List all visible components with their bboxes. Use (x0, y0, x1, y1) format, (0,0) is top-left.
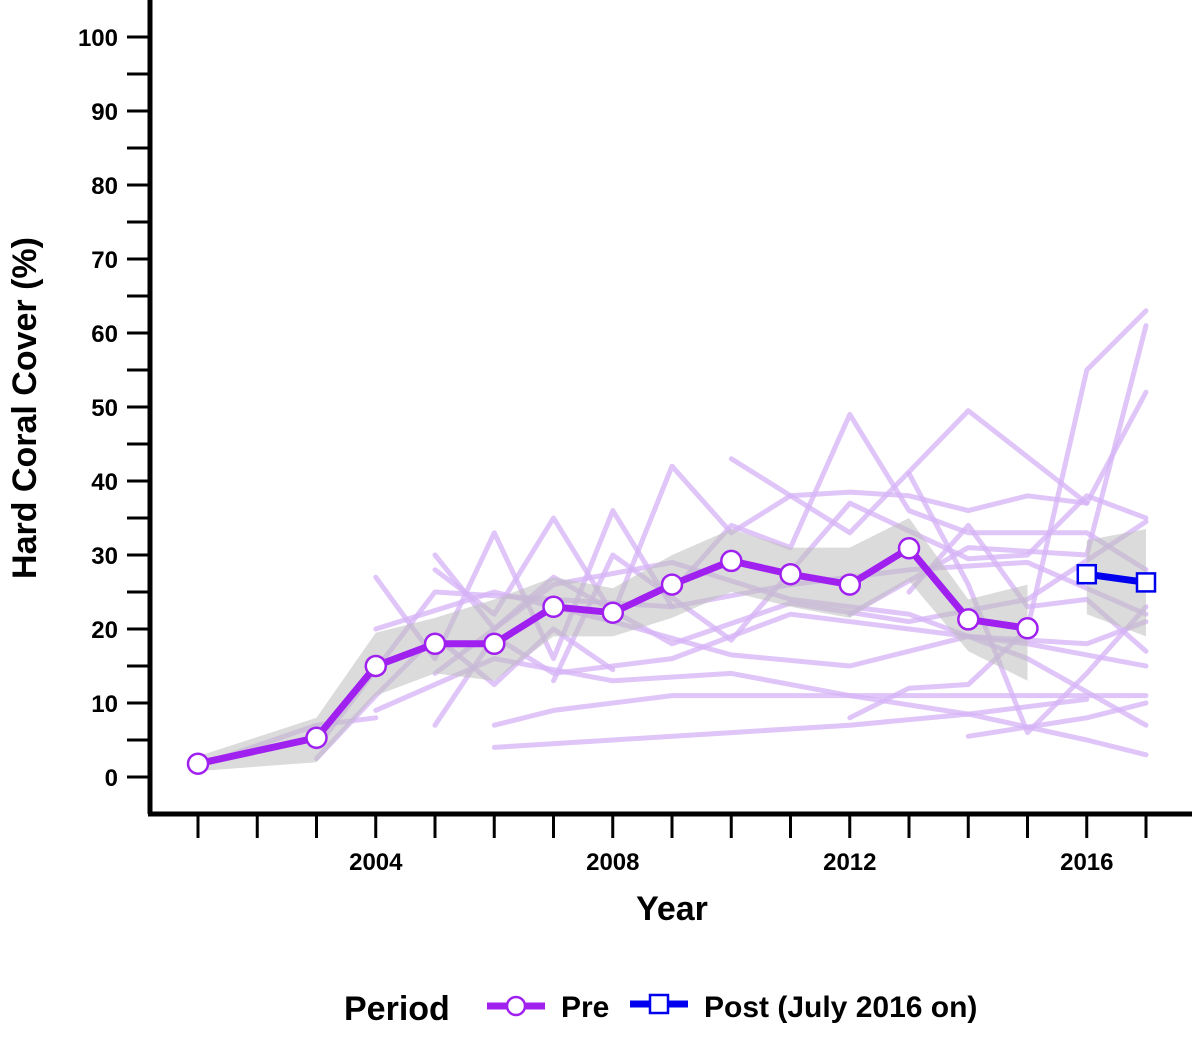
y-tick-label: 40 (91, 469, 118, 496)
x-tick-label: 2012 (823, 849, 876, 876)
y-tick-label: 20 (91, 617, 118, 644)
x-tick-label: 2016 (1060, 849, 1113, 876)
y-tick-label: 70 (91, 247, 118, 274)
y-tick-label: 100 (78, 25, 118, 52)
x-tick-label: 2008 (586, 849, 639, 876)
x-tick-label: 2004 (349, 849, 403, 876)
data-point-pre (1016, 617, 1039, 640)
legend-pre-label: Pre (561, 991, 609, 1024)
legend: Period Pre Post (July 2016 on) (344, 990, 977, 1028)
site-line (314, 559, 1149, 750)
y-ticks: 0 10 20 30 40 50 60 70 80 90 100 (78, 25, 150, 792)
legend-post-label: Post (July 2016 on) (704, 991, 977, 1024)
x-ticks: 2004 2008 2012 2016 (196, 814, 1148, 876)
data-point-pre (897, 537, 921, 560)
site-line (491, 711, 1149, 758)
post-ribbon (1086, 529, 1146, 637)
y-tick-label: 90 (91, 99, 118, 126)
data-point-pre (957, 608, 980, 631)
site-line (669, 411, 1149, 595)
data-point-pre (838, 573, 862, 596)
site-line (432, 463, 1090, 617)
data-point-post (1135, 572, 1157, 593)
site-line (491, 693, 1149, 728)
y-tick-label: 80 (91, 173, 118, 200)
data-point-pre (779, 562, 802, 586)
y-tick-label: 10 (91, 691, 118, 718)
y-axis-title: Hard Coral Cover (%) (6, 237, 44, 579)
y-tick-label: 0 (105, 765, 118, 792)
data-point-post (1076, 563, 1098, 585)
y-tick-label: 50 (91, 395, 118, 422)
axes-layer (147, 0, 1192, 817)
x-axis-title: Year (636, 890, 708, 928)
data-point-pre (601, 601, 625, 624)
data-point-pre (305, 726, 328, 750)
data-point-pre (423, 632, 447, 656)
data-point-pre (660, 573, 684, 596)
y-tick-label: 30 (91, 543, 118, 570)
legend-post-marker (648, 993, 670, 1015)
legend-pre-marker (505, 995, 527, 1017)
data-point-pre (483, 632, 506, 656)
data-point-pre (720, 549, 743, 573)
site-line (728, 389, 1149, 536)
data-point-pre (364, 654, 388, 678)
series-layer (186, 537, 1157, 775)
data-point-pre (542, 595, 565, 619)
data-point-pre (186, 752, 210, 775)
site-line (965, 700, 1149, 739)
y-tick-label: 60 (91, 321, 118, 348)
legend-title: Period (344, 990, 450, 1028)
